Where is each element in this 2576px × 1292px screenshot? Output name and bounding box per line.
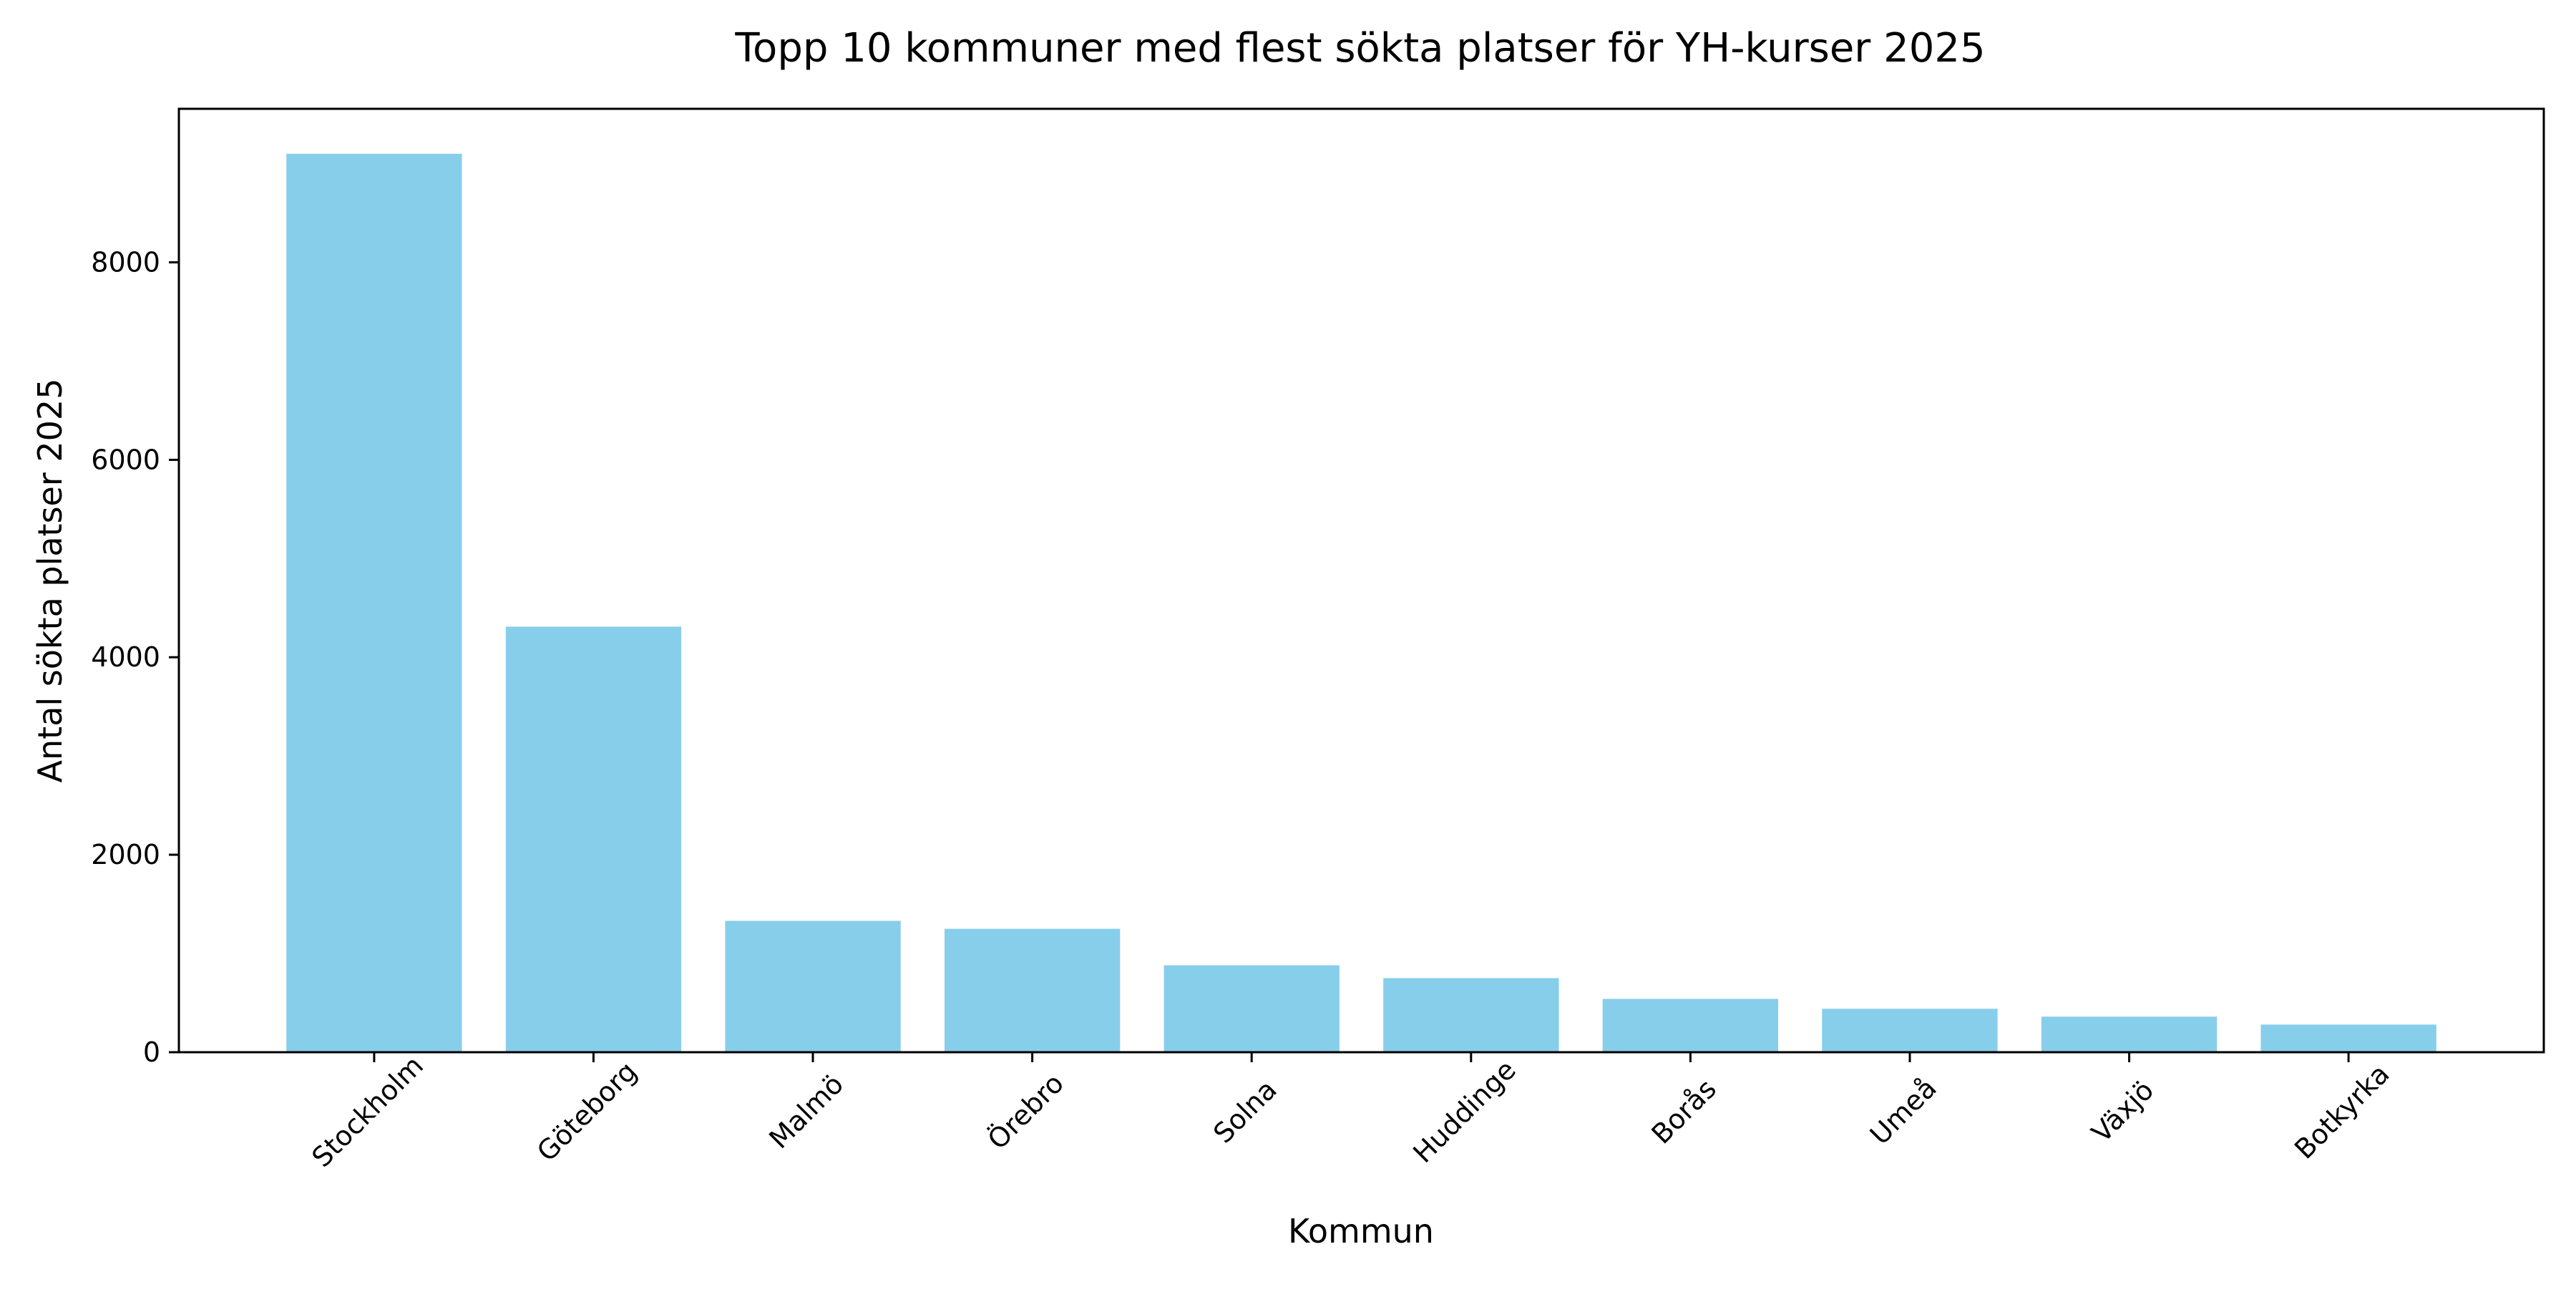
bar-botkyrka [2260, 1024, 2436, 1052]
x-axis-label: Kommun [1288, 1212, 1434, 1250]
y-tick-label: 2000 [91, 839, 160, 870]
x-tick-label: Umeå [1864, 1072, 1943, 1151]
bar-växjö [2041, 1016, 2218, 1052]
bar-huddinge [1383, 978, 1559, 1052]
bar-solna [1163, 965, 1340, 1052]
y-tick-label: 4000 [91, 641, 160, 673]
bar-örebro [945, 928, 1121, 1052]
x-tick-label: Stockholm [306, 1050, 429, 1174]
y-tick-label: 6000 [91, 444, 160, 475]
bar-borås [1602, 999, 1778, 1052]
y-tick-label: 8000 [91, 247, 160, 278]
bar-malmö [725, 921, 901, 1052]
y-axis: 0 2000 4000 6000 8000 [91, 247, 179, 1068]
bar-göteborg [505, 626, 682, 1052]
x-axis: Stockholm Göteborg Malmö Örebro Solna Hudding… [306, 1050, 2395, 1174]
y-tick-label: 0 [143, 1036, 160, 1068]
x-tick-label: Örebro [982, 1067, 1070, 1155]
plot-frame [177, 107, 2545, 1054]
x-tick-label: Borås [1645, 1073, 1722, 1150]
bars [286, 153, 2436, 1052]
x-tick-label: Solna [1207, 1074, 1283, 1150]
x-tick-label: Växjö [2086, 1074, 2160, 1149]
chart-title: Topp 10 kommuner med flest sökta platser… [734, 25, 1985, 72]
bar-stockholm [286, 153, 462, 1052]
x-tick-label: Huddinge [1407, 1054, 1522, 1170]
x-tick-label: Botkyrka [2288, 1058, 2396, 1165]
bar-umeå [1822, 1009, 1998, 1052]
x-tick-label: Göteborg [531, 1056, 643, 1168]
y-axis-label: Antal sökta platser 2025 [31, 379, 69, 783]
x-tick-label: Malmö [763, 1068, 849, 1155]
